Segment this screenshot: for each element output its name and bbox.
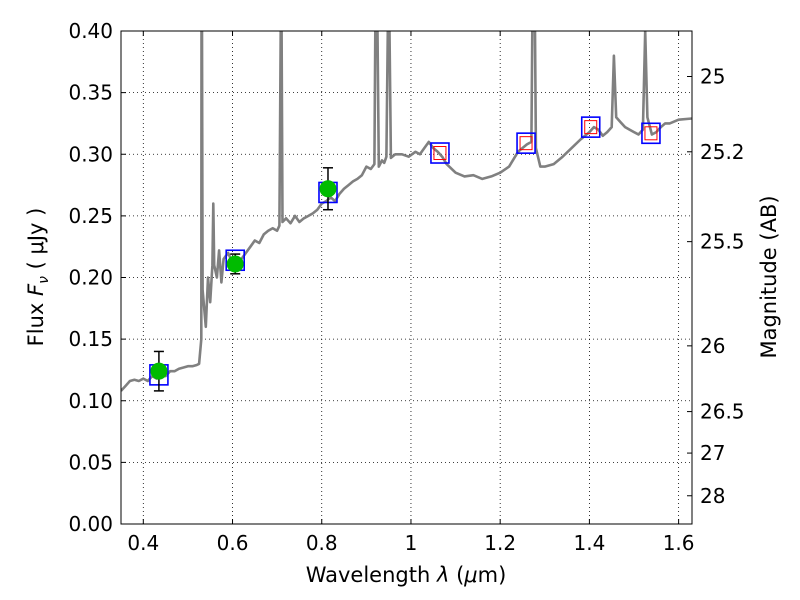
y2-tick-label: 25.2 (700, 140, 745, 164)
model-photometry-box (430, 142, 450, 164)
model-photometry-box (580, 116, 601, 138)
x-tick-label: 1.4 (573, 531, 605, 555)
model-photometry-box (641, 122, 661, 145)
y-axis-label: Flux Fν ( μJy ) (24, 208, 52, 347)
grid (121, 30, 692, 525)
y2-tick-label: 25.5 (700, 230, 745, 254)
y-tick-label: 0.30 (68, 142, 113, 166)
x-tick-label: 0.4 (127, 531, 159, 555)
y-tick-label: 0.25 (68, 204, 113, 228)
y2-tick-label: 26.5 (700, 400, 745, 424)
y2-tick-label: 28 (700, 484, 725, 508)
model-photometry-inner-box (519, 136, 533, 151)
y-tick-label: 0.10 (68, 389, 113, 413)
plot-area (121, 31, 692, 392)
x-tick-label: 1.2 (484, 531, 516, 555)
ticks: 0.4 0.6 0.8 1 1.2 1.4 1.6 0.00 0.05 0.10 0.15 0.20 0… (68, 19, 744, 555)
model-spectrum-line (121, 31, 692, 392)
axis-labels: Wavelength λ (μm) Flux Fν ( μJy ) Magnit… (24, 195, 781, 587)
y-tick-label: 0.15 (68, 327, 113, 351)
model-photometry-inner-box (644, 126, 658, 141)
model-photometry-inner-box (433, 146, 447, 161)
x-tick-label: 1.6 (663, 531, 695, 555)
model-photometry-inner-box (584, 120, 598, 135)
y2-axis-label: Magnitude (AB) (757, 195, 781, 358)
x-axis-label: Wavelength λ (μm) (306, 563, 507, 587)
y-tick-label: 0.00 (68, 512, 113, 536)
y-tick-label: 0.20 (68, 266, 113, 290)
y-tick-label: 0.40 (68, 19, 113, 43)
x-tick-label: 1 (405, 531, 418, 555)
model-photometry-box (516, 132, 536, 154)
observed-point (150, 362, 168, 380)
plot-frame (120, 30, 693, 525)
observed-point (319, 180, 337, 198)
y2-tick-label: 27 (700, 441, 725, 465)
y-tick-label: 0.05 (68, 450, 113, 474)
y-tick-label: 0.35 (68, 81, 113, 105)
y2-tick-label: 25 (700, 65, 725, 89)
y2-tick-label: 26 (700, 334, 725, 358)
observed-point (226, 255, 244, 273)
x-tick-label: 0.8 (306, 531, 338, 555)
x-tick-label: 0.6 (217, 531, 249, 555)
